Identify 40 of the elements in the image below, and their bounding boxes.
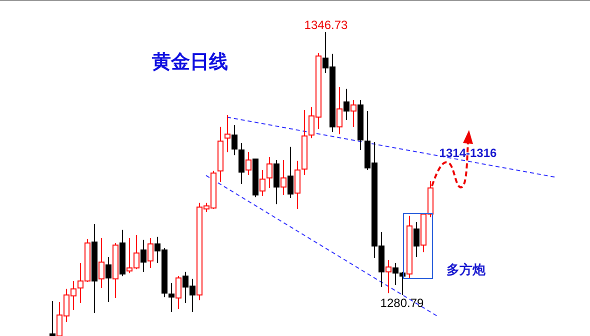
candlestick xyxy=(308,106,314,139)
candlestick xyxy=(266,156,272,188)
candlestick xyxy=(280,159,286,196)
candlestick xyxy=(98,238,104,288)
candlestick xyxy=(288,146,294,198)
annotation: 1346.73 xyxy=(304,18,348,32)
candlestick xyxy=(176,276,182,310)
candlestick xyxy=(204,202,210,212)
annotation: 1280.79 xyxy=(380,296,424,310)
candlestick xyxy=(182,271,188,304)
candlestick xyxy=(336,86,342,135)
candlestick xyxy=(56,301,62,336)
candlestick xyxy=(190,278,196,312)
candlestick xyxy=(106,256,112,302)
annotation: 多方炮 xyxy=(446,262,486,277)
candlestick xyxy=(168,282,174,312)
candlestick xyxy=(232,124,238,156)
candlestick xyxy=(154,236,160,264)
candlestick xyxy=(322,32,328,74)
candlestick xyxy=(246,152,252,176)
candlestick xyxy=(50,300,56,336)
candlestick xyxy=(414,222,420,258)
candlestick xyxy=(148,238,154,268)
candlestick xyxy=(386,260,392,294)
candlestick xyxy=(294,160,300,210)
candlestick xyxy=(392,262,398,286)
candlestick xyxy=(64,288,70,323)
candlestick xyxy=(126,238,132,274)
candlestick xyxy=(224,114,230,153)
candlestick xyxy=(70,280,76,310)
candlestick xyxy=(344,88,350,120)
candlestick xyxy=(134,234,140,270)
candlestick xyxy=(260,170,266,196)
candlestick xyxy=(78,262,84,304)
candlestick xyxy=(274,159,280,205)
candlestick xyxy=(350,100,356,128)
title: 黄金日线 xyxy=(152,52,228,73)
candlestick xyxy=(140,239,146,272)
candlestick xyxy=(238,142,244,184)
annotation: 1314-1316 xyxy=(439,146,497,160)
